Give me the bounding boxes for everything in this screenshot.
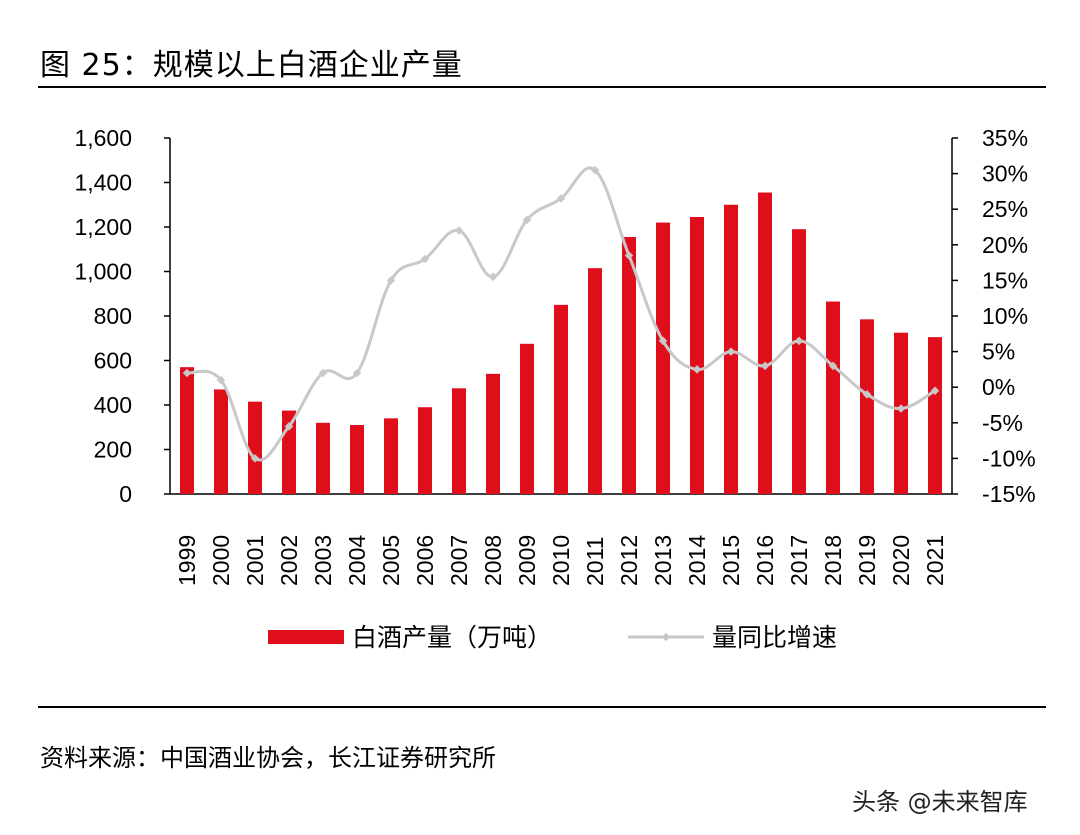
bar [758, 192, 772, 494]
left-tick-label: 0 [119, 481, 132, 507]
growth-point [488, 272, 498, 282]
bar [792, 229, 806, 494]
bar [214, 389, 228, 494]
bar [826, 301, 840, 494]
bar [350, 425, 364, 494]
growth-point [760, 361, 770, 371]
x-tick-label: 2007 [446, 535, 472, 586]
legend-bar-label: 白酒产量（万吨） [352, 623, 552, 652]
growth-point [658, 336, 668, 346]
growth-point [862, 390, 872, 399]
bar [418, 407, 432, 494]
growth-point [420, 254, 430, 264]
x-tick-label: 2017 [786, 535, 812, 586]
bar [860, 319, 874, 494]
x-tick-label: 2015 [718, 535, 744, 586]
x-tick-label: 2014 [684, 535, 710, 586]
x-tick-label: 1999 [174, 535, 200, 586]
bar [486, 373, 500, 494]
growth-point [794, 336, 804, 346]
left-tick-label: 200 [94, 437, 132, 463]
x-tick-label: 2013 [650, 535, 676, 586]
bar [248, 401, 262, 494]
growth-point [352, 368, 362, 378]
growth-point [896, 404, 906, 413]
bar [588, 268, 602, 494]
x-tick-label: 2009 [514, 535, 540, 586]
x-tick-label: 2016 [752, 535, 778, 586]
right-tick-label: 20% [982, 232, 1028, 258]
x-tick-label: 2020 [888, 535, 914, 586]
growth-point [182, 368, 192, 378]
growth-point [726, 347, 736, 356]
right-tick-label: 35% [982, 125, 1028, 151]
source-rule [38, 706, 1046, 708]
legend-bar-swatch [268, 630, 344, 644]
bar [452, 388, 466, 494]
right-tick-label: -15% [982, 481, 1036, 507]
x-tick-label: 2000 [208, 535, 234, 586]
x-tick-label: 2003 [310, 535, 336, 586]
bar [928, 337, 942, 494]
left-tick-label: 800 [94, 303, 132, 329]
growth-point [284, 422, 294, 431]
right-tick-label: 5% [982, 339, 1015, 365]
growth-point [386, 276, 396, 285]
left-tick-label: 600 [94, 348, 132, 374]
growth-point [930, 386, 940, 396]
right-tick-label: 0% [982, 374, 1015, 400]
bar [656, 222, 670, 495]
left-tick-label: 1,000 [74, 259, 132, 285]
bar [894, 332, 908, 494]
x-tick-label: 2018 [820, 535, 846, 586]
growth-point [250, 454, 260, 463]
bar [622, 237, 636, 494]
x-tick-label: 2002 [276, 535, 302, 586]
watermark: 头条 @未来智库 [852, 788, 1028, 816]
bar [316, 422, 330, 494]
left-tick-label: 400 [94, 392, 132, 418]
bar [180, 367, 194, 494]
figure-title: 图 25：规模以上白酒企业产量 [40, 48, 463, 83]
growth-point [692, 365, 702, 374]
bar [554, 304, 568, 494]
growth-point [454, 226, 464, 235]
x-tick-label: 2011 [582, 537, 608, 586]
x-tick-label: 2019 [854, 535, 880, 586]
left-tick-label: 1,400 [74, 170, 132, 196]
x-tick-label: 2021 [922, 535, 948, 586]
growth-point [216, 375, 226, 385]
source-note: 资料来源：中国酒业协会，长江证券研究所 [40, 744, 496, 772]
x-tick-label: 2005 [378, 535, 404, 586]
title-rule [38, 86, 1046, 88]
growth-point [318, 368, 328, 378]
bar [384, 418, 398, 494]
x-tick-label: 2008 [480, 535, 506, 586]
legend-line-label: 量同比增速 [712, 623, 837, 652]
growth-point [828, 361, 838, 371]
bar [690, 216, 704, 495]
right-tick-label: -10% [982, 445, 1036, 471]
right-tick-label: 10% [982, 303, 1028, 329]
right-tick-label: 25% [982, 196, 1028, 222]
legend-line-marker [661, 632, 671, 642]
bar [520, 343, 534, 494]
x-tick-label: 2004 [344, 535, 370, 586]
x-tick-label: 2006 [412, 535, 438, 586]
x-tick-label: 2001 [242, 535, 268, 586]
right-tick-label: -5% [982, 410, 1023, 436]
left-tick-label: 1,200 [74, 214, 132, 240]
left-tick-label: 1,600 [74, 125, 132, 151]
right-tick-label: 15% [982, 267, 1028, 293]
x-tick-label: 2010 [548, 535, 574, 586]
x-tick-label: 2012 [616, 535, 642, 586]
right-tick-label: 30% [982, 161, 1028, 187]
